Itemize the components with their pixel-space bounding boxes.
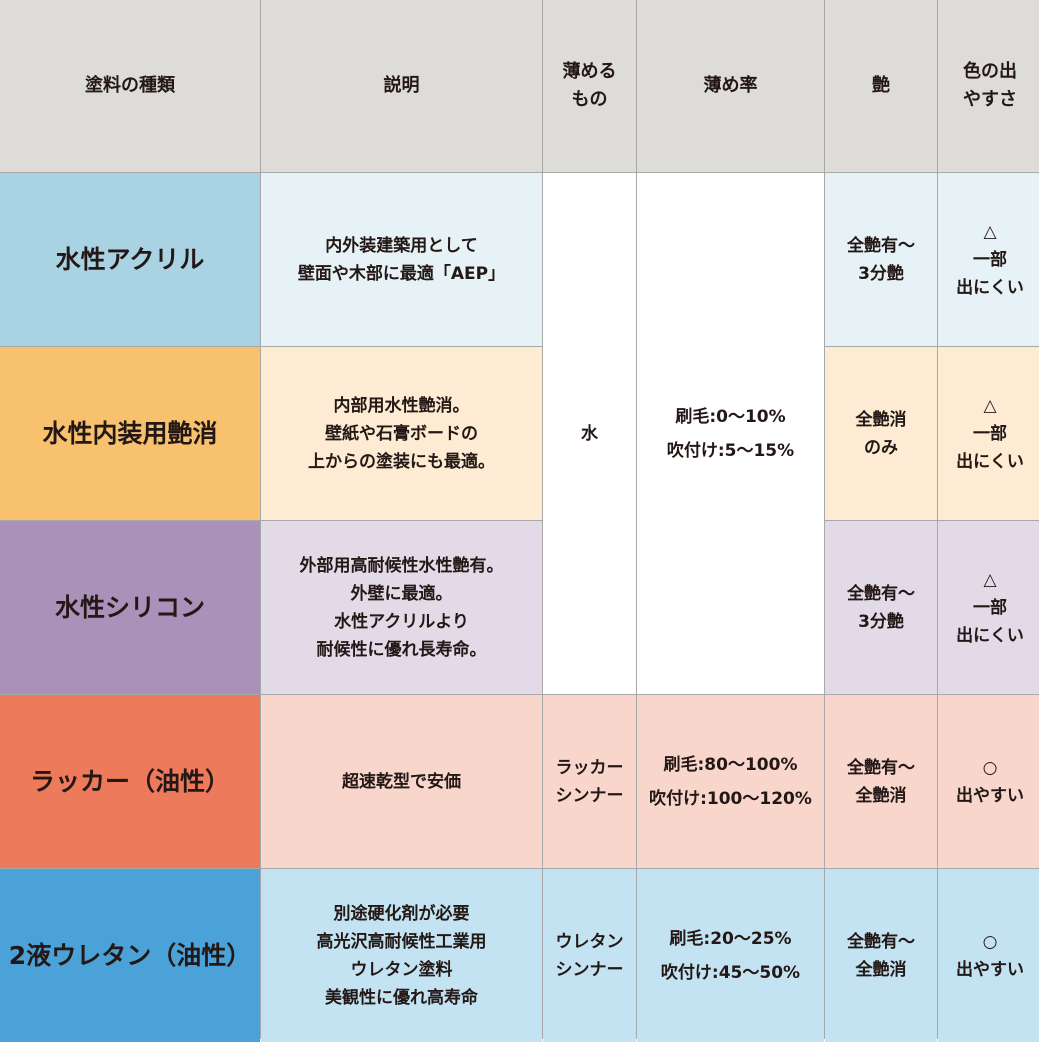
header-thinning-rate: 薄め率	[637, 0, 824, 172]
description-cell: 内外装建築用として 壁面や木部に最適「AEP」	[261, 173, 542, 346]
paint-type-label: 2液ウレタン（油性）	[0, 869, 260, 1042]
paint-type-label: 水性アクリル	[0, 173, 260, 346]
header-description: 説明	[261, 0, 542, 172]
color-ease-cell: ○ 出やすい	[938, 695, 1039, 868]
header-color-ease: 色の出 やすさ	[938, 0, 1039, 172]
header-thinner: 薄める もの	[543, 0, 636, 172]
paint-type-label: 水性シリコン	[0, 521, 260, 694]
thinning-rate-cell: 刷毛:80〜100% 吹付け:100〜120%	[637, 695, 824, 868]
water-rate-cell: 刷毛:0〜10% 吹付け:5〜15%	[637, 173, 824, 694]
paint-type-label: 水性内装用艶消	[0, 347, 260, 520]
header-paint-type: 塗料の種類	[0, 0, 260, 172]
color-ease-cell: △ 一部 出にくい	[938, 173, 1039, 346]
color-ease-cell: △ 一部 出にくい	[938, 347, 1039, 520]
gloss-cell: 全艶有〜 3分艶	[825, 521, 937, 694]
description-cell: 超速乾型で安価	[261, 695, 542, 868]
water-thinner-cell: 水	[543, 173, 636, 694]
gloss-cell: 全艶有〜 3分艶	[825, 173, 937, 346]
description-cell: 別途硬化剤が必要 高光沢高耐候性工業用 ウレタン塗料 美観性に優れ高寿命	[261, 869, 542, 1042]
gloss-cell: 全艶消 のみ	[825, 347, 937, 520]
gloss-cell: 全艶有〜 全艶消	[825, 869, 937, 1042]
header-gloss: 艶	[825, 0, 937, 172]
paint-type-label: ラッカー（油性）	[0, 695, 260, 868]
thinning-rate-cell: 刷毛:20〜25% 吹付け:45〜50%	[637, 869, 824, 1042]
gloss-cell: 全艶有〜 全艶消	[825, 695, 937, 868]
color-ease-cell: △ 一部 出にくい	[938, 521, 1039, 694]
color-ease-cell: ○ 出やすい	[938, 869, 1039, 1042]
description-cell: 内部用水性艶消。 壁紙や石膏ボードの 上からの塗装にも最適。	[261, 347, 542, 520]
description-cell: 外部用高耐候性水性艶有。 外壁に最適。 水性アクリルより 耐候性に優れ長寿命。	[261, 521, 542, 694]
thinner-cell: ウレタン シンナー	[543, 869, 636, 1042]
thinner-cell: ラッカー シンナー	[543, 695, 636, 868]
